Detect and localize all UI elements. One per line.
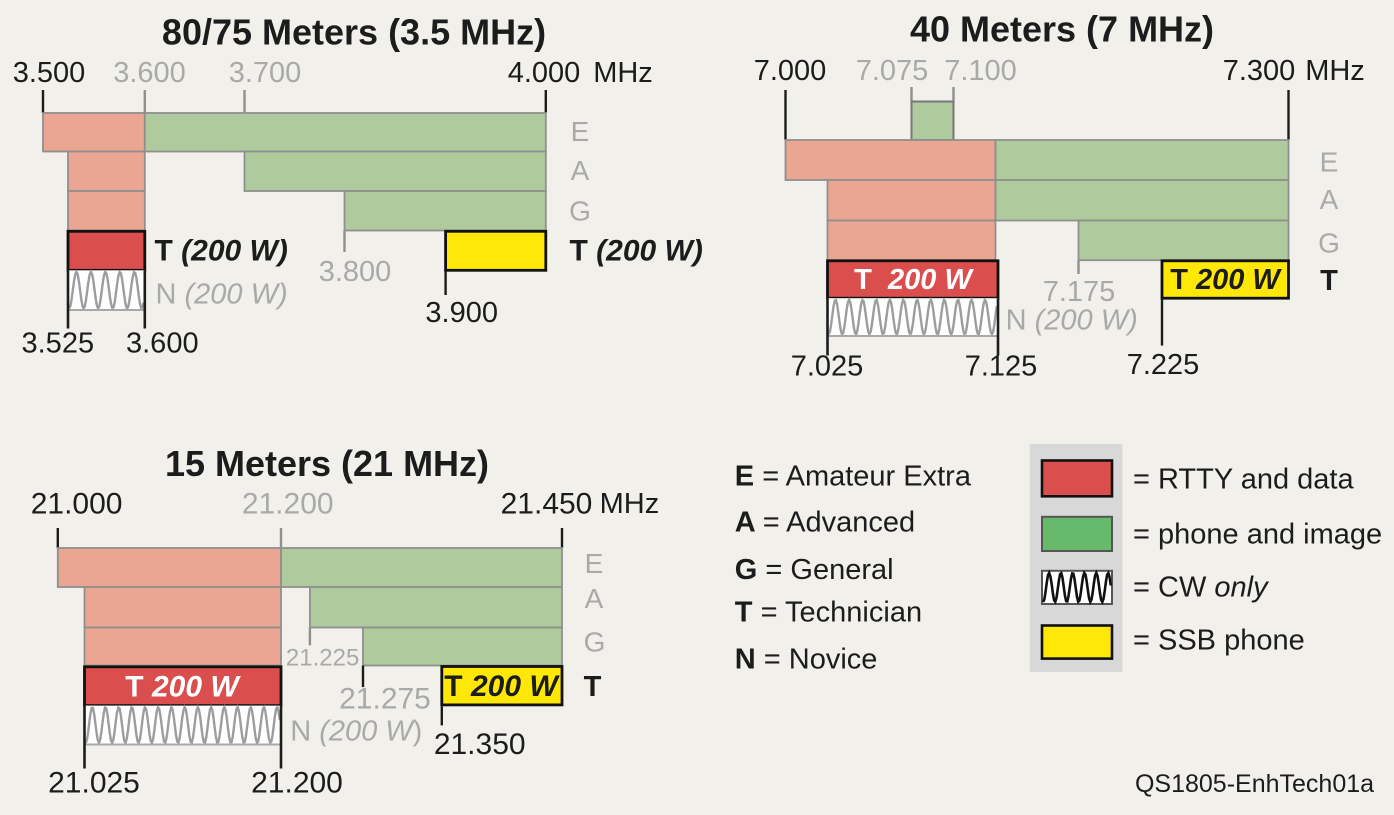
svg-text:N (200 W): N (200 W) xyxy=(1006,305,1138,337)
svg-text:MHz: MHz xyxy=(1305,55,1365,87)
svg-text:3.500: 3.500 xyxy=(13,57,86,89)
svg-text:G: G xyxy=(569,196,591,227)
svg-text:E: E xyxy=(585,548,604,579)
svg-text:G: G xyxy=(584,627,606,658)
svg-text:T 200 W: T 200 W xyxy=(444,670,560,703)
svg-text:4.000: 4.000 xyxy=(508,57,581,89)
svg-text:T 200 W: T 200 W xyxy=(1170,264,1282,296)
svg-text:A: A xyxy=(585,583,604,614)
svg-text:N = Novice: N = Novice xyxy=(735,644,878,676)
svg-text:7.300: 7.300 xyxy=(1223,55,1296,87)
svg-text:40 Meters (7 MHz): 40 Meters (7 MHz) xyxy=(910,9,1214,50)
svg-text:= CW only: = CW only xyxy=(1133,571,1269,603)
svg-text:3.700: 3.700 xyxy=(229,57,302,89)
svg-text:T = Technician: T = Technician xyxy=(735,596,922,628)
svg-text:21.200: 21.200 xyxy=(251,767,343,800)
svg-text:T 200 W: T 200 W xyxy=(854,264,974,296)
svg-text:7.025: 7.025 xyxy=(791,351,864,383)
svg-text:21.025: 21.025 xyxy=(48,767,140,800)
svg-text:21.000: 21.000 xyxy=(31,488,123,521)
svg-text:3.600: 3.600 xyxy=(126,328,199,360)
svg-text:G = General: G = General xyxy=(735,554,894,586)
svg-text:T (200 W): T (200 W) xyxy=(155,234,288,267)
svg-text:G: G xyxy=(1318,228,1340,259)
svg-text:E: E xyxy=(571,116,590,147)
svg-text:15 Meters (21 MHz): 15 Meters (21 MHz) xyxy=(165,443,489,484)
svg-text:3.600: 3.600 xyxy=(113,57,186,89)
svg-text:7.000: 7.000 xyxy=(754,55,827,87)
svg-text:T: T xyxy=(584,671,602,703)
svg-text:7.100: 7.100 xyxy=(944,55,1017,87)
svg-text:7.125: 7.125 xyxy=(965,351,1038,383)
svg-text:A: A xyxy=(1320,184,1339,215)
svg-text:21.225: 21.225 xyxy=(286,645,359,672)
svg-text:A: A xyxy=(571,155,590,186)
svg-text:E: E xyxy=(1320,147,1339,178)
svg-text:80/75 Meters (3.5 MHz): 80/75 Meters (3.5 MHz) xyxy=(162,12,546,53)
svg-text:3.800: 3.800 xyxy=(319,256,392,288)
svg-text:7.175: 7.175 xyxy=(1043,276,1116,308)
svg-text:MHz: MHz xyxy=(600,488,660,520)
svg-text:T: T xyxy=(1320,265,1338,297)
svg-text:E = Amateur Extra: E = Amateur Extra xyxy=(735,461,972,493)
svg-text:7.075: 7.075 xyxy=(856,55,929,87)
svg-text:MHz: MHz xyxy=(593,57,653,89)
svg-text:A = Advanced: A = Advanced xyxy=(735,507,915,539)
svg-text:= SSB phone: = SSB phone xyxy=(1133,625,1305,657)
svg-text:21.200: 21.200 xyxy=(242,488,334,521)
svg-text:21.350: 21.350 xyxy=(434,728,526,761)
svg-text:N (200 W): N (200 W) xyxy=(290,716,422,748)
svg-text:QS1805-EnhTech01a: QS1805-EnhTech01a xyxy=(1135,770,1374,798)
svg-text:T (200 W): T (200 W) xyxy=(570,234,703,267)
svg-text:21.450: 21.450 xyxy=(501,488,593,521)
svg-text:3.900: 3.900 xyxy=(425,297,498,329)
svg-text:= phone and image: = phone and image xyxy=(1133,518,1382,550)
svg-text:3.525: 3.525 xyxy=(22,328,95,360)
svg-text:7.225: 7.225 xyxy=(1127,349,1200,381)
svg-text:T 200 W: T 200 W xyxy=(125,670,241,703)
svg-text:= RTTY and data: = RTTY and data xyxy=(1133,464,1354,496)
svg-text:21.275: 21.275 xyxy=(339,683,431,716)
svg-text:N (200 W): N (200 W) xyxy=(156,279,288,311)
